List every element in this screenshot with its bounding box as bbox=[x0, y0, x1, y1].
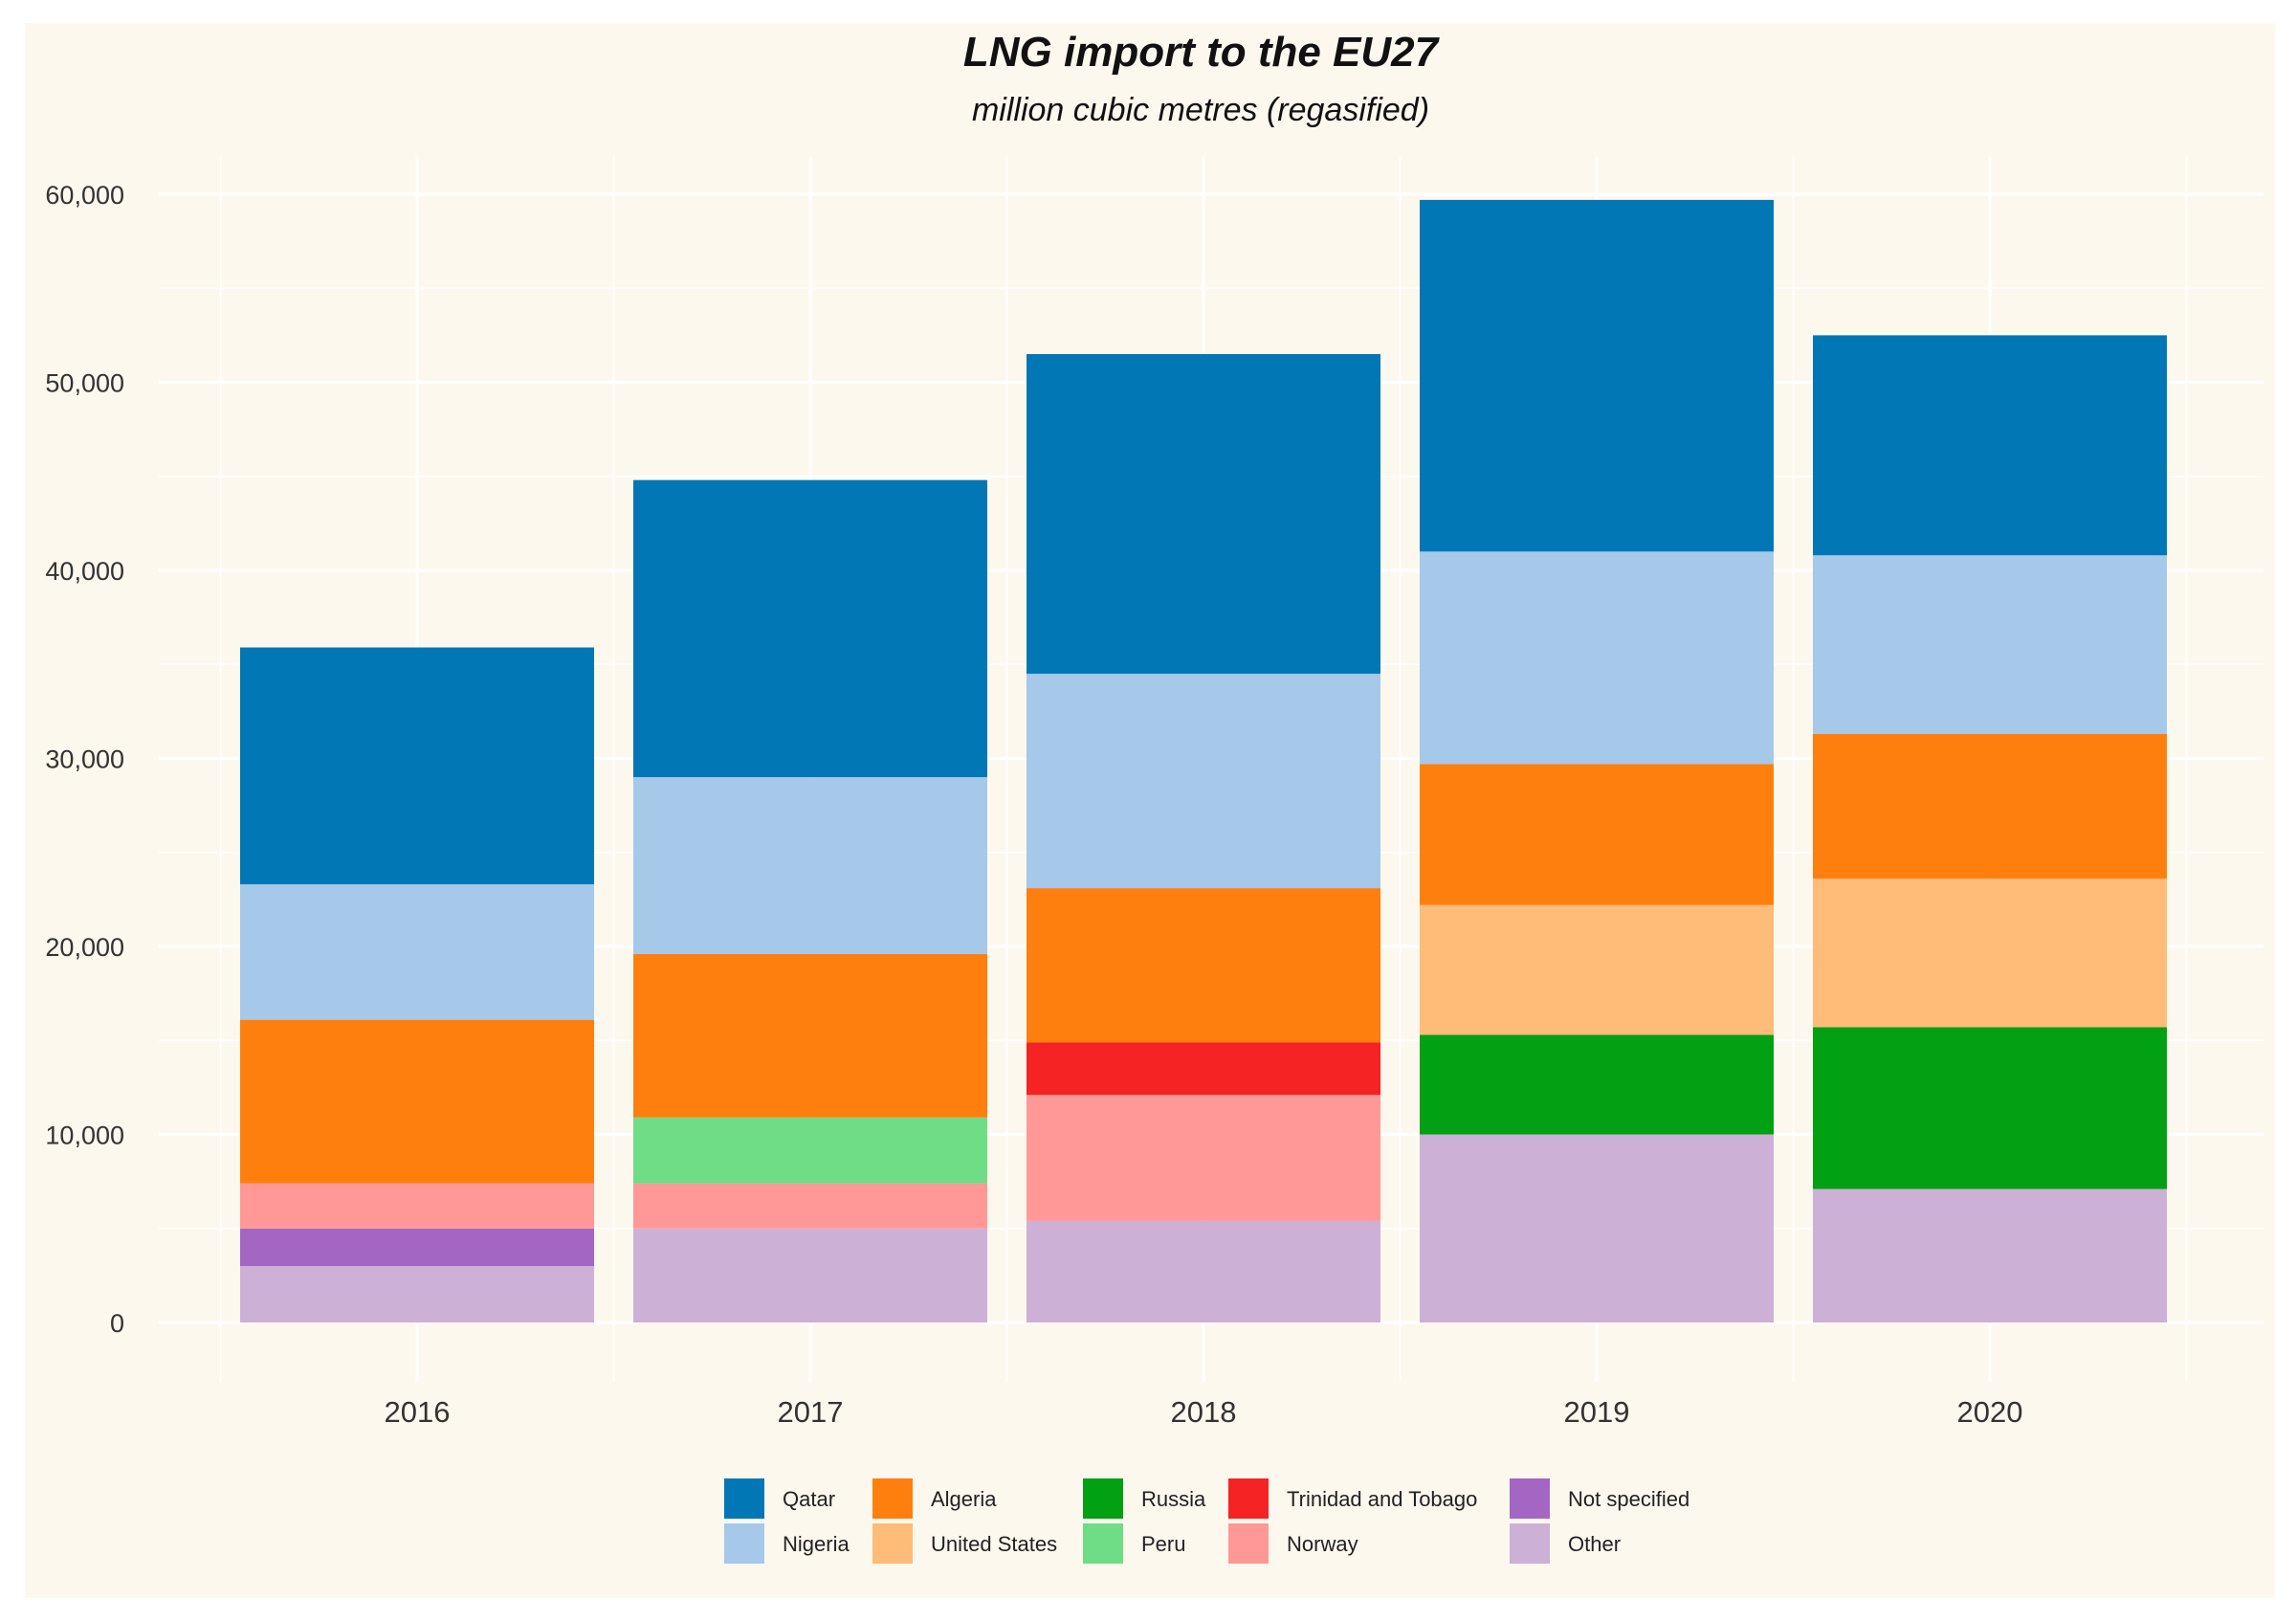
y-tick-label: 50,000 bbox=[45, 369, 124, 398]
legend-swatch-algeria bbox=[872, 1478, 913, 1519]
bar-2019-nigeria bbox=[1420, 551, 1774, 765]
legend-label-peru: Peru bbox=[1141, 1532, 1185, 1556]
bar-2017-other bbox=[633, 1228, 987, 1322]
bar-2019-algeria bbox=[1420, 764, 1774, 905]
bar-2016-qatar bbox=[240, 647, 594, 885]
bar-2019-other bbox=[1420, 1134, 1774, 1322]
x-tick-label: 2016 bbox=[385, 1395, 451, 1429]
y-tick-label: 40,000 bbox=[45, 557, 124, 586]
legend-label-other: Other bbox=[1568, 1532, 1621, 1556]
legend-label-qatar: Qatar bbox=[783, 1487, 835, 1511]
legend-label-algeria: Algeria bbox=[931, 1487, 997, 1511]
bar-2018-trinidad-and-tobago bbox=[1027, 1042, 1380, 1096]
bar-2017-nigeria bbox=[633, 777, 987, 954]
bar-2016-not-specified bbox=[240, 1228, 594, 1267]
bar-2018-nigeria bbox=[1027, 674, 1380, 889]
bar-2020-russia bbox=[1813, 1027, 2167, 1189]
legend-label-trinidad-and-tobago: Trinidad and Tobago bbox=[1287, 1487, 1477, 1511]
bar-2016-norway bbox=[240, 1183, 594, 1229]
legend-swatch-united-states bbox=[872, 1523, 913, 1564]
chart-panel: 0 10,000 20,000 30,000 40,000 50,000 60,000 201… bbox=[25, 23, 2275, 1598]
legend-swatch-other bbox=[1510, 1523, 1550, 1564]
x-tick-label: 2017 bbox=[778, 1395, 844, 1429]
bar-2020-other bbox=[1813, 1189, 2167, 1322]
legend-swatch-trinidad-and-tobago bbox=[1228, 1478, 1269, 1519]
bar-2017-algeria bbox=[633, 953, 987, 1118]
legend-label-not-specified: Not specified bbox=[1568, 1487, 1689, 1511]
bar-2016-algeria bbox=[240, 1019, 594, 1184]
bar-2017-qatar bbox=[633, 479, 987, 778]
bar-2018-qatar bbox=[1027, 354, 1380, 675]
y-tick-label: 60,000 bbox=[45, 181, 124, 210]
bar-2017-norway bbox=[633, 1183, 987, 1229]
bar-2018-algeria bbox=[1027, 888, 1380, 1043]
legend-swatch-russia bbox=[1083, 1478, 1123, 1519]
x-tick-label: 2018 bbox=[1171, 1395, 1237, 1429]
bar-2019-qatar bbox=[1420, 199, 1774, 552]
x-tick-label: 2020 bbox=[1957, 1395, 2023, 1429]
bar-2020-algeria bbox=[1813, 733, 2167, 879]
bar-2017-peru bbox=[633, 1117, 987, 1184]
y-tick-label: 10,000 bbox=[45, 1122, 124, 1150]
legend-label-norway: Norway bbox=[1287, 1532, 1358, 1556]
x-tick-label: 2019 bbox=[1564, 1395, 1630, 1429]
bars-layer bbox=[240, 199, 2167, 1322]
bar-2018-other bbox=[1027, 1220, 1380, 1322]
legend-swatch-qatar bbox=[724, 1478, 764, 1519]
legend-swatch-peru bbox=[1083, 1523, 1123, 1564]
legend-label-united-states: United States bbox=[931, 1532, 1057, 1556]
bar-2019-united-states bbox=[1420, 904, 1774, 1035]
y-tick-label: 30,000 bbox=[45, 745, 124, 774]
stacked-bar-chart: 0 10,000 20,000 30,000 40,000 50,000 60,000 201… bbox=[45, 29, 2263, 1564]
bar-2019-russia bbox=[1420, 1034, 1774, 1135]
y-tick-label: 0 bbox=[110, 1309, 124, 1338]
legend-label-russia: Russia bbox=[1141, 1487, 1206, 1511]
bar-2020-united-states bbox=[1813, 878, 2167, 1028]
legend-swatch-norway bbox=[1228, 1523, 1269, 1564]
chart-title: LNG import to the EU27 bbox=[963, 29, 1441, 76]
bar-2018-norway bbox=[1027, 1095, 1380, 1221]
axis-layer: 0 10,000 20,000 30,000 40,000 50,000 60,000 201… bbox=[45, 181, 2022, 1429]
bar-2020-qatar bbox=[1813, 335, 2167, 556]
legend-swatch-not-specified bbox=[1510, 1478, 1550, 1519]
chart-subtitle: million cubic metres (regasified) bbox=[972, 92, 1429, 128]
bar-2016-nigeria bbox=[240, 884, 594, 1020]
bar-2016-other bbox=[240, 1266, 594, 1322]
y-tick-label: 20,000 bbox=[45, 933, 124, 962]
legend: Qatar Algeria Russia Trinidad and Tobago Not… bbox=[724, 1478, 1689, 1564]
legend-swatch-nigeria bbox=[724, 1523, 764, 1564]
bar-2020-nigeria bbox=[1813, 555, 2167, 734]
legend-label-nigeria: Nigeria bbox=[783, 1532, 850, 1556]
